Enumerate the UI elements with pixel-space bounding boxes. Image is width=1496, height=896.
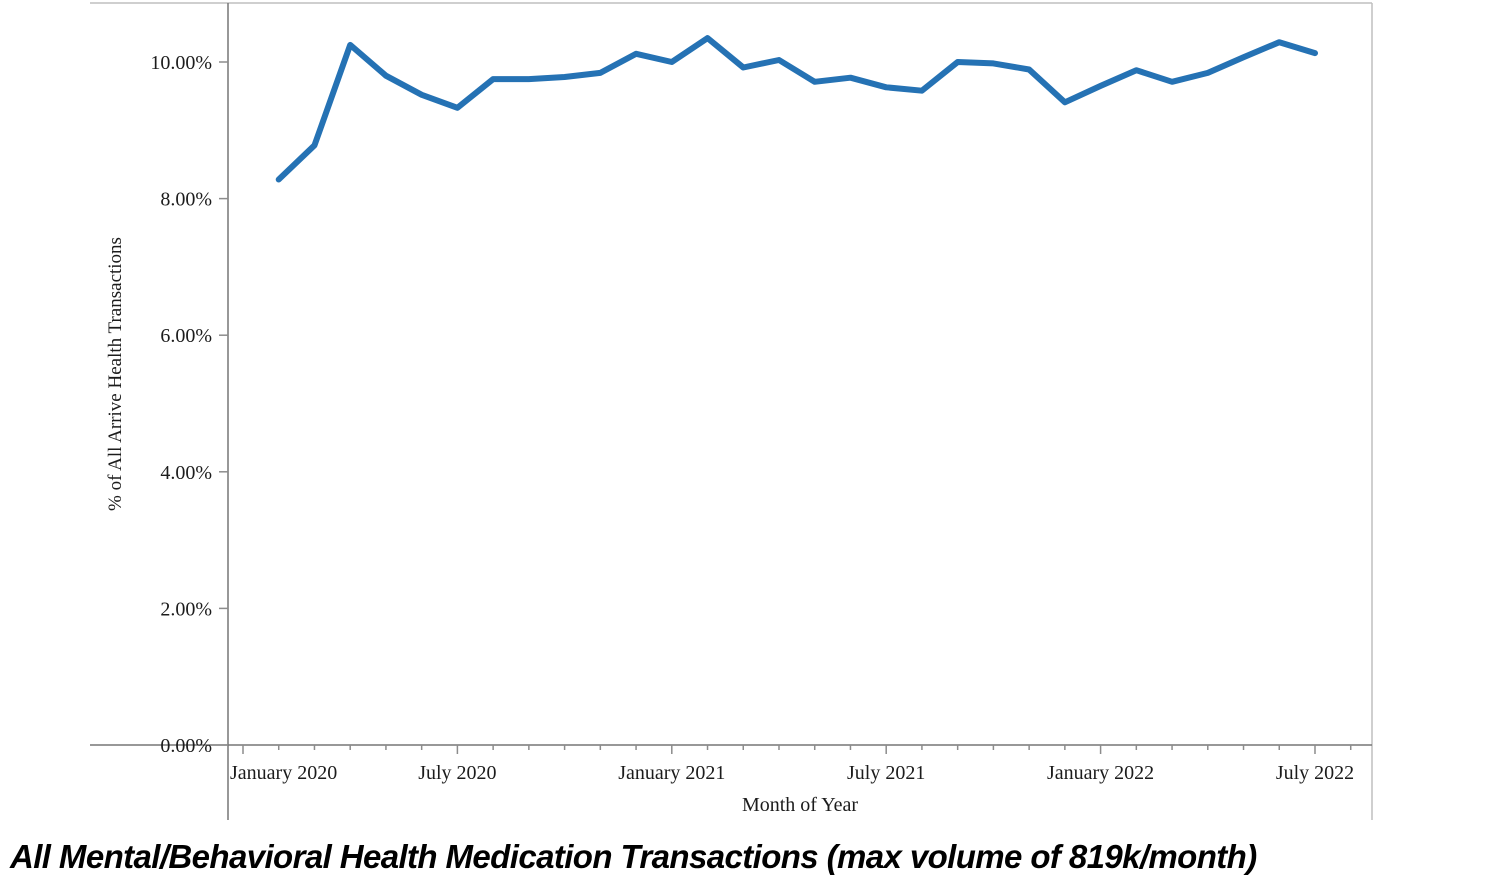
x-tick-label: January 2022 (1047, 762, 1154, 784)
x-tick-label: July 2022 (1276, 762, 1354, 784)
x-tick-label: January 2021 (618, 762, 725, 784)
x-tick-label: July 2020 (418, 762, 496, 784)
axis-ticks (219, 61, 1352, 754)
y-tick-label: 8.00% (160, 189, 212, 211)
y-tick-label: 2.00% (160, 598, 212, 620)
x-tick-label: January 2020 (230, 762, 337, 784)
y-tick-label: 10.00% (150, 52, 212, 74)
x-tick-label: July 2021 (847, 762, 925, 784)
chart-caption: All Mental/Behavioral Health Medication … (10, 838, 1257, 875)
axis-tick-labels: 0.00% 2.00% 4.00% 6.00% 8.00% 10.00% January 2… (150, 52, 1354, 784)
y-tick-label: 4.00% (160, 462, 212, 484)
data-series (275, 35, 1318, 183)
data-line-series (275, 35, 1318, 183)
y-tick-label: 6.00% (160, 325, 212, 347)
x-axis-title: Month of Year (742, 794, 858, 816)
line-chart: 0.00% 2.00% 4.00% 6.00% 8.00% 10.00% January 2… (90, 2, 1373, 820)
y-tick-label: 0.00% (160, 735, 212, 757)
plot-frame (90, 2, 1373, 820)
y-axis-title: % of All Arrive Health Transactions (105, 237, 126, 511)
